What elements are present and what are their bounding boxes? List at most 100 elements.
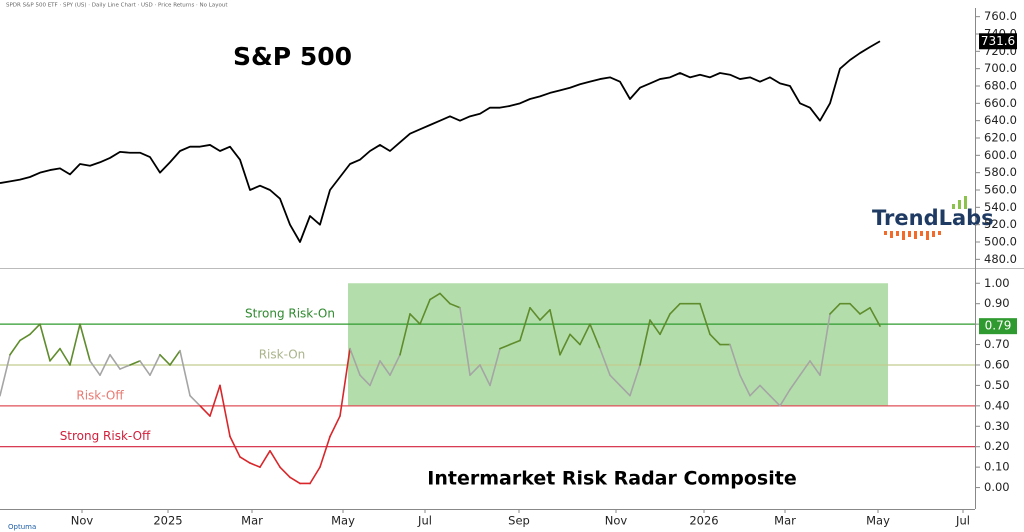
line-segment xyxy=(849,302,861,315)
line-segment xyxy=(669,302,681,315)
y-tick-label: 560.0 xyxy=(984,183,1017,197)
reference-label: Risk-On xyxy=(259,347,306,361)
line-segment xyxy=(789,374,801,391)
x-tick-label: Jul xyxy=(955,514,970,528)
line-segment xyxy=(79,323,91,362)
line-segment xyxy=(769,394,781,407)
line-segment xyxy=(0,353,11,397)
line-segment xyxy=(49,347,61,362)
line-segment xyxy=(29,323,41,336)
line-segment xyxy=(859,306,871,315)
line-segment xyxy=(749,384,761,397)
line-segment xyxy=(479,364,491,387)
line-segment xyxy=(279,466,291,479)
line-segment xyxy=(59,347,71,366)
y-tick-label: 660.0 xyxy=(984,96,1017,110)
y-tick-label: 680.0 xyxy=(984,79,1017,93)
line-segment xyxy=(469,364,481,376)
line-segment xyxy=(39,323,51,362)
line-segment xyxy=(489,347,501,387)
x-tick-label: Mar xyxy=(241,514,263,528)
line-segment xyxy=(819,313,831,376)
last-value-label: 731.6 xyxy=(981,34,1015,48)
y-tick-label: 0.60 xyxy=(984,357,1010,371)
line-segment xyxy=(429,292,441,301)
y-tick-label: 480.0 xyxy=(984,252,1017,266)
x-tick-label: Jul xyxy=(417,514,432,528)
line-segment xyxy=(339,347,351,417)
line-segment xyxy=(329,415,341,438)
line-segment xyxy=(229,435,241,458)
line-segment xyxy=(869,306,881,327)
x-tick-label: 2025 xyxy=(153,514,182,528)
line-segment xyxy=(369,360,381,387)
x-tick-label: Sep xyxy=(508,514,530,528)
y-tick-label: 0.40 xyxy=(984,398,1010,412)
line-segment xyxy=(109,353,121,370)
line-segment xyxy=(379,360,391,376)
y-tick-label: 0.30 xyxy=(984,419,1010,433)
line-segment xyxy=(249,462,261,468)
y-tick-label: 1.00 xyxy=(984,276,1010,290)
x-tick-label: Nov xyxy=(71,514,94,528)
line-segment xyxy=(579,323,591,346)
shaded-region xyxy=(348,283,888,406)
line-segment xyxy=(729,343,741,376)
line-segment xyxy=(169,349,181,366)
line-segment xyxy=(89,360,101,376)
line-segment xyxy=(759,384,771,397)
line-segment xyxy=(599,347,611,376)
watermark: Optuma xyxy=(8,523,36,531)
chart-subtitle: SPDR S&P 500 ETF · SPY (US) · Daily Line… xyxy=(6,3,228,9)
y-tick-label: 580.0 xyxy=(984,165,1017,179)
line-segment xyxy=(739,374,751,397)
line-segment xyxy=(799,360,811,376)
reference-label: Strong Risk-On xyxy=(245,307,335,321)
line-segment xyxy=(259,449,271,468)
line-segment xyxy=(529,306,541,321)
line-segment xyxy=(419,298,431,325)
line-segment xyxy=(709,333,721,346)
line-segment xyxy=(349,347,361,376)
line-segment xyxy=(539,309,551,321)
line-segment xyxy=(809,360,821,376)
y-tick-label: 600.0 xyxy=(984,148,1017,162)
line-segment xyxy=(499,343,511,350)
x-tick-label: Mar xyxy=(774,514,796,528)
line-segment xyxy=(439,292,451,305)
line-segment xyxy=(589,323,601,350)
y-tick-label: 620.0 xyxy=(984,131,1017,145)
last-value-box xyxy=(979,33,1017,50)
chart-title: S&P 500 xyxy=(233,42,352,71)
y-tick-label: 0.70 xyxy=(984,337,1010,351)
line-segment xyxy=(359,374,371,387)
y-tick-label: 0.10 xyxy=(984,460,1010,474)
line-segment xyxy=(619,384,631,397)
line-segment xyxy=(239,456,251,464)
line-segment xyxy=(139,360,151,376)
line-segment xyxy=(209,384,221,417)
x-tick-label: Nov xyxy=(605,514,628,528)
y-tick-label: 500.0 xyxy=(984,235,1017,249)
line-segment xyxy=(659,313,671,336)
line-segment xyxy=(519,306,531,342)
y-tick-label: 700.0 xyxy=(984,61,1017,75)
line-segment xyxy=(569,333,581,346)
y-tick-label: 0.50 xyxy=(984,378,1010,392)
line-segment xyxy=(399,313,411,356)
last-value-label: 0.79 xyxy=(985,319,1012,333)
chart-title: Intermarket Risk Radar Composite xyxy=(427,468,796,490)
y-tick-label: 540.0 xyxy=(984,200,1017,214)
line-segment xyxy=(9,339,21,356)
line-segment xyxy=(19,333,31,342)
line-segment xyxy=(199,405,211,417)
logo-text: TrendLabs xyxy=(872,206,994,230)
line-segment xyxy=(609,374,621,387)
y-tick-label: 0.90 xyxy=(984,296,1010,310)
line-segment xyxy=(559,333,571,356)
y-tick-label: 0.20 xyxy=(984,439,1010,453)
line-segment xyxy=(639,319,651,366)
line-segment xyxy=(389,353,401,376)
line-segment xyxy=(119,364,131,370)
